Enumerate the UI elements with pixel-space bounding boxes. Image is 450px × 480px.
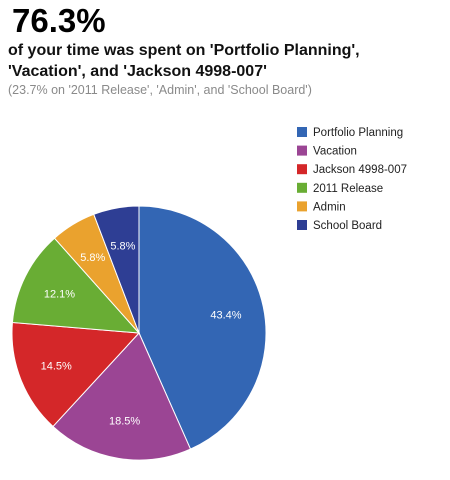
legend-label-3: 2011 Release — [313, 183, 383, 195]
legend-label-4: Admin — [313, 201, 346, 213]
legend-item-1: Vacation — [297, 145, 357, 158]
legend-swatch-0 — [297, 127, 307, 137]
legend-item-5: School Board — [297, 220, 382, 232]
pie-slice-labels: 43.4% 18.5% 14.5% 12.1% 5.8% 5.8% — [41, 241, 242, 428]
legend-label-0: Portfolio Planning — [313, 127, 403, 139]
slice-label-3: 12.1% — [44, 288, 75, 300]
pie-slice-3 — [11, 237, 141, 334]
legend-swatch-3 — [297, 182, 307, 193]
headline-percentage: 76.3% — [12, 2, 106, 39]
legend-label-5: School Board — [313, 220, 382, 232]
legend-swatch-1 — [297, 145, 307, 156]
pie-slice-5 — [93, 205, 140, 334]
legend-label-2: Jackson 4998-007 — [313, 164, 407, 176]
remainder-note: (23.7% on '2011 Release', 'Admin', and '… — [8, 83, 312, 97]
legend-item-0: Portfolio Planning — [297, 127, 403, 139]
slice-label-5: 5.8% — [110, 241, 135, 253]
legend-item-3: 2011 Release — [297, 182, 383, 195]
pie-slice-2 — [11, 321, 141, 428]
slice-label-4: 5.8% — [80, 252, 105, 264]
slice-label-1: 18.5% — [109, 416, 140, 428]
pie-slices — [11, 205, 267, 461]
slice-label-2: 14.5% — [41, 360, 72, 372]
legend-swatch-2 — [297, 164, 307, 175]
legend-label-1: Vacation — [313, 146, 357, 158]
subhead-line-2: 'Vacation', and 'Jackson 4998-007' — [8, 63, 267, 80]
chart-legend: Portfolio Planning Vacation Jackson 4998-0… — [297, 127, 407, 232]
subhead-line-1: of your time was spent on 'Portfolio Pla… — [8, 42, 360, 59]
pie-slice-1 — [52, 332, 192, 461]
legend-item-2: Jackson 4998-007 — [297, 164, 407, 176]
legend-swatch-4 — [297, 201, 307, 212]
slice-label-0: 43.4% — [210, 310, 241, 322]
legend-item-4: Admin — [297, 201, 346, 213]
legend-swatch-5 — [297, 220, 307, 230]
headline-description: of your time was spent on 'Portfolio Pla… — [8, 40, 438, 82]
pie-slice-0 — [138, 205, 267, 450]
